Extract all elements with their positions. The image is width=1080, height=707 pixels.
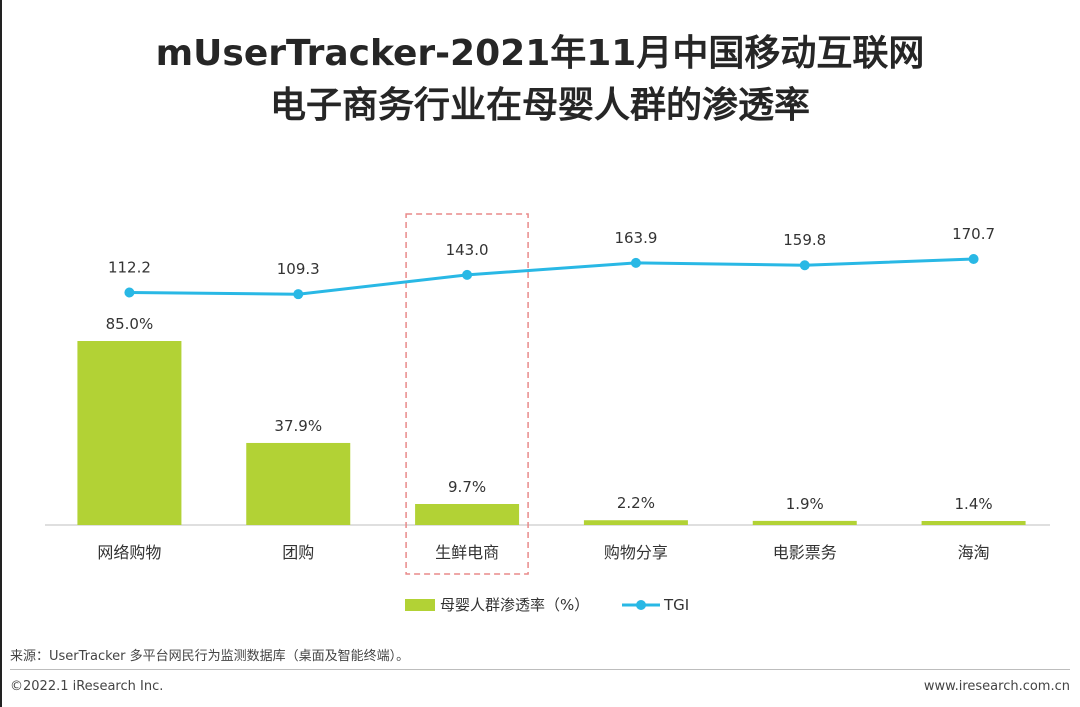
bar-1 (77, 341, 182, 525)
title-line-2: 电子商务行业在母婴人群的渗透率 (269, 85, 810, 126)
x-tick-label-5: 电影票务 (773, 543, 837, 562)
tgi-label-5: 159.8 (783, 231, 826, 249)
tgi-point-6 (968, 254, 979, 264)
bar-label-2: 37.9% (274, 417, 322, 435)
tgi-point-2 (293, 289, 304, 300)
tgi-line (129, 257, 974, 296)
legend-bar-swatch (405, 599, 435, 611)
bar-5 (752, 520, 857, 525)
x-tick-label-2: 团购 (282, 543, 314, 562)
legend-bar-label: 母婴人群渗透率（%） (440, 596, 589, 614)
tgi-point-5 (799, 260, 810, 271)
x-tick-label-6: 海淘 (958, 543, 990, 562)
highlight-box (405, 213, 529, 575)
bar-label-5: 1.9% (786, 495, 824, 513)
bar-label-1: 85.0% (106, 315, 154, 333)
x-tick-label-4: 购物分享 (604, 543, 668, 562)
chart-title: mUserTracker-2021年11月中国移动互联网 电子商务行业在母婴人群… (0, 28, 1080, 132)
tgi-point-3 (462, 269, 473, 280)
title-line-1: mUserTracker-2021年11月中国移动互联网 (155, 33, 925, 74)
legend-line-label: TGI (663, 596, 689, 614)
page-border (0, 0, 2, 707)
bar-2 (246, 442, 351, 525)
x-tick-label-3: 生鲜电商 (435, 543, 499, 562)
x-tick-label-1: 网络购物 (97, 543, 161, 562)
tgi-label-1: 112.2 (108, 259, 151, 277)
bar-6 (921, 521, 1026, 525)
tgi-label-6: 170.7 (952, 225, 995, 243)
tgi-point-1 (124, 287, 135, 298)
footer-divider (10, 669, 1070, 670)
tgi-label-2: 109.3 (277, 260, 320, 278)
tgi-point-4 (630, 257, 641, 268)
legend-line-marker (636, 600, 646, 610)
tgi-label-3: 143.0 (446, 241, 489, 259)
tgi-label-4: 163.9 (614, 229, 657, 247)
bar-4 (583, 520, 688, 525)
chart-canvas: 85.0% 37.9% 9.7% 2.2% 1.9% 1.4% 网络购物 团购 生鲜电商 购物分享… (45, 213, 1050, 614)
bar-label-3: 9.7% (448, 478, 486, 496)
source-note: 来源：UserTracker 多平台网民行为监测数据库（桌面及智能终端）。 (10, 649, 410, 664)
website-link[interactable]: www.iresearch.com.cn (923, 679, 1070, 694)
bar-label-4: 2.2% (617, 494, 655, 512)
bar-label-6: 1.4% (955, 495, 993, 513)
copyright: ©2022.1 iResearch Inc. (10, 679, 164, 694)
bar-3 (415, 504, 520, 525)
